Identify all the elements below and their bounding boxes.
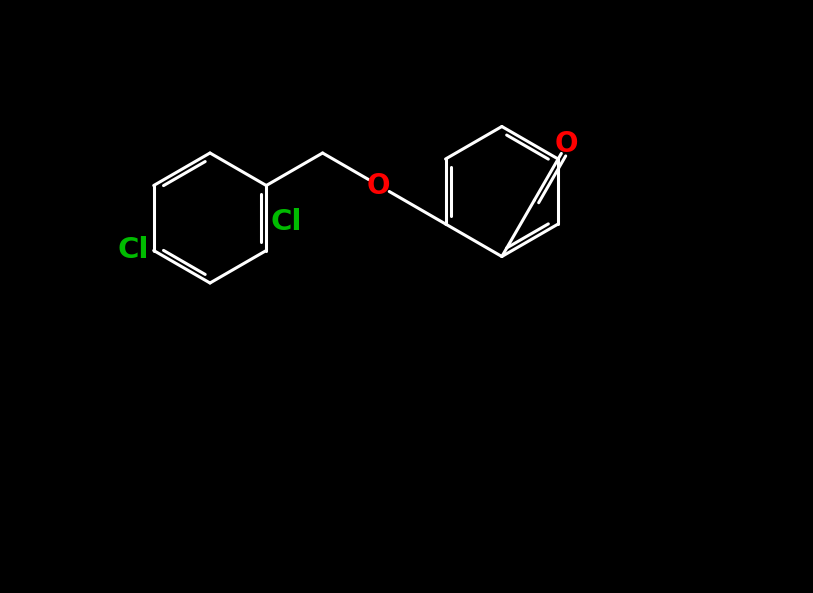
Text: Cl: Cl	[117, 237, 149, 264]
Text: Cl: Cl	[270, 209, 302, 237]
Text: O: O	[555, 130, 579, 158]
Text: O: O	[367, 171, 390, 199]
